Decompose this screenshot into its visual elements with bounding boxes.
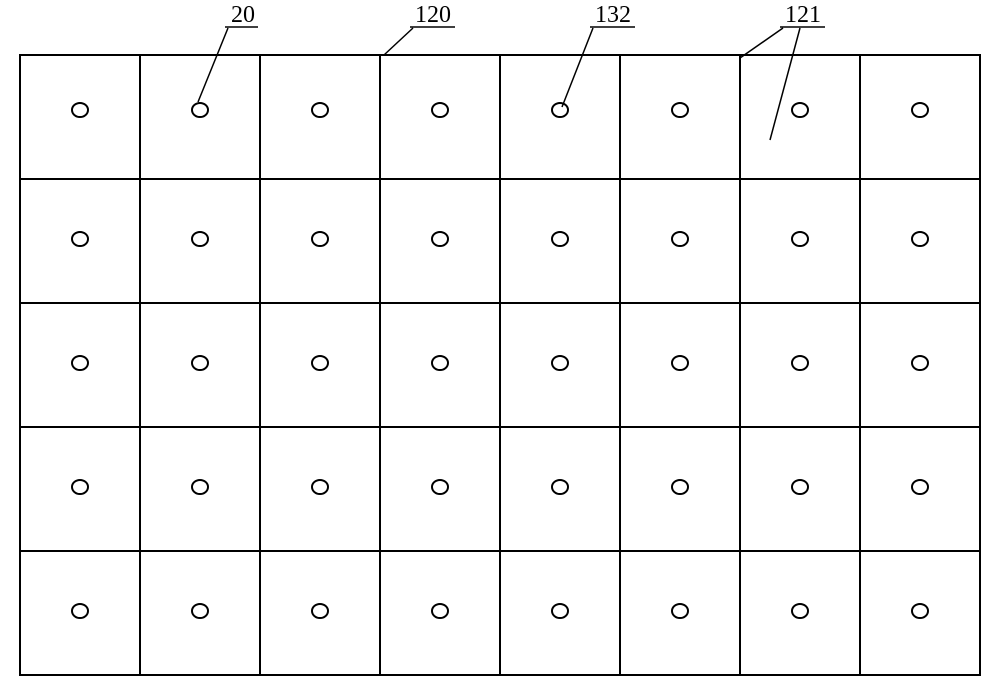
label-20: 20 <box>198 2 258 102</box>
cell-marker <box>912 232 928 246</box>
cell-marker <box>552 356 568 370</box>
cell-marker <box>432 232 448 246</box>
label-121-leader <box>740 28 783 58</box>
cell-marker <box>432 604 448 618</box>
grid <box>20 55 980 675</box>
cell-marker <box>792 604 808 618</box>
cell-marker <box>312 480 328 494</box>
cell-marker <box>672 480 688 494</box>
label-20-text: 20 <box>231 2 255 28</box>
label-132-leader <box>562 28 593 107</box>
label-121-text: 121 <box>785 2 821 28</box>
cell-marker <box>192 232 208 246</box>
cell-marker <box>792 356 808 370</box>
cell-marker <box>552 232 568 246</box>
cell-marker <box>312 103 328 117</box>
label-121: 121 <box>740 2 825 140</box>
cell-marker <box>912 103 928 117</box>
label-121-leader-2 <box>770 28 800 140</box>
cell-marker <box>192 103 208 117</box>
cell-marker <box>192 480 208 494</box>
cell-marker <box>672 232 688 246</box>
cell-marker <box>552 480 568 494</box>
label-120-leader <box>384 28 413 55</box>
cell-marker <box>72 356 88 370</box>
cell-marker <box>72 103 88 117</box>
cell-marker <box>72 232 88 246</box>
cell-marker <box>912 356 928 370</box>
cell-marker <box>432 103 448 117</box>
cell-marker <box>432 480 448 494</box>
cell-marker <box>672 604 688 618</box>
cell-marker <box>72 480 88 494</box>
label-120-text: 120 <box>415 2 451 28</box>
cell-marker <box>792 480 808 494</box>
cell-marker <box>192 604 208 618</box>
cell-marker <box>912 480 928 494</box>
label-120: 120 <box>384 2 455 55</box>
cell-marker <box>72 604 88 618</box>
cell-marker <box>792 103 808 117</box>
label-132-text: 132 <box>595 2 631 28</box>
cell-marker <box>552 604 568 618</box>
cell-marker <box>192 356 208 370</box>
cell-marker <box>312 356 328 370</box>
cell-marker <box>672 356 688 370</box>
cell-marker <box>552 103 568 117</box>
cell-marker <box>792 232 808 246</box>
cell-marker <box>912 604 928 618</box>
cell-marker <box>432 356 448 370</box>
cell-marker <box>672 103 688 117</box>
cell-marker <box>312 604 328 618</box>
labels: 20 120 132 121 <box>198 2 825 140</box>
cell-marker <box>312 232 328 246</box>
label-20-leader <box>198 28 228 102</box>
